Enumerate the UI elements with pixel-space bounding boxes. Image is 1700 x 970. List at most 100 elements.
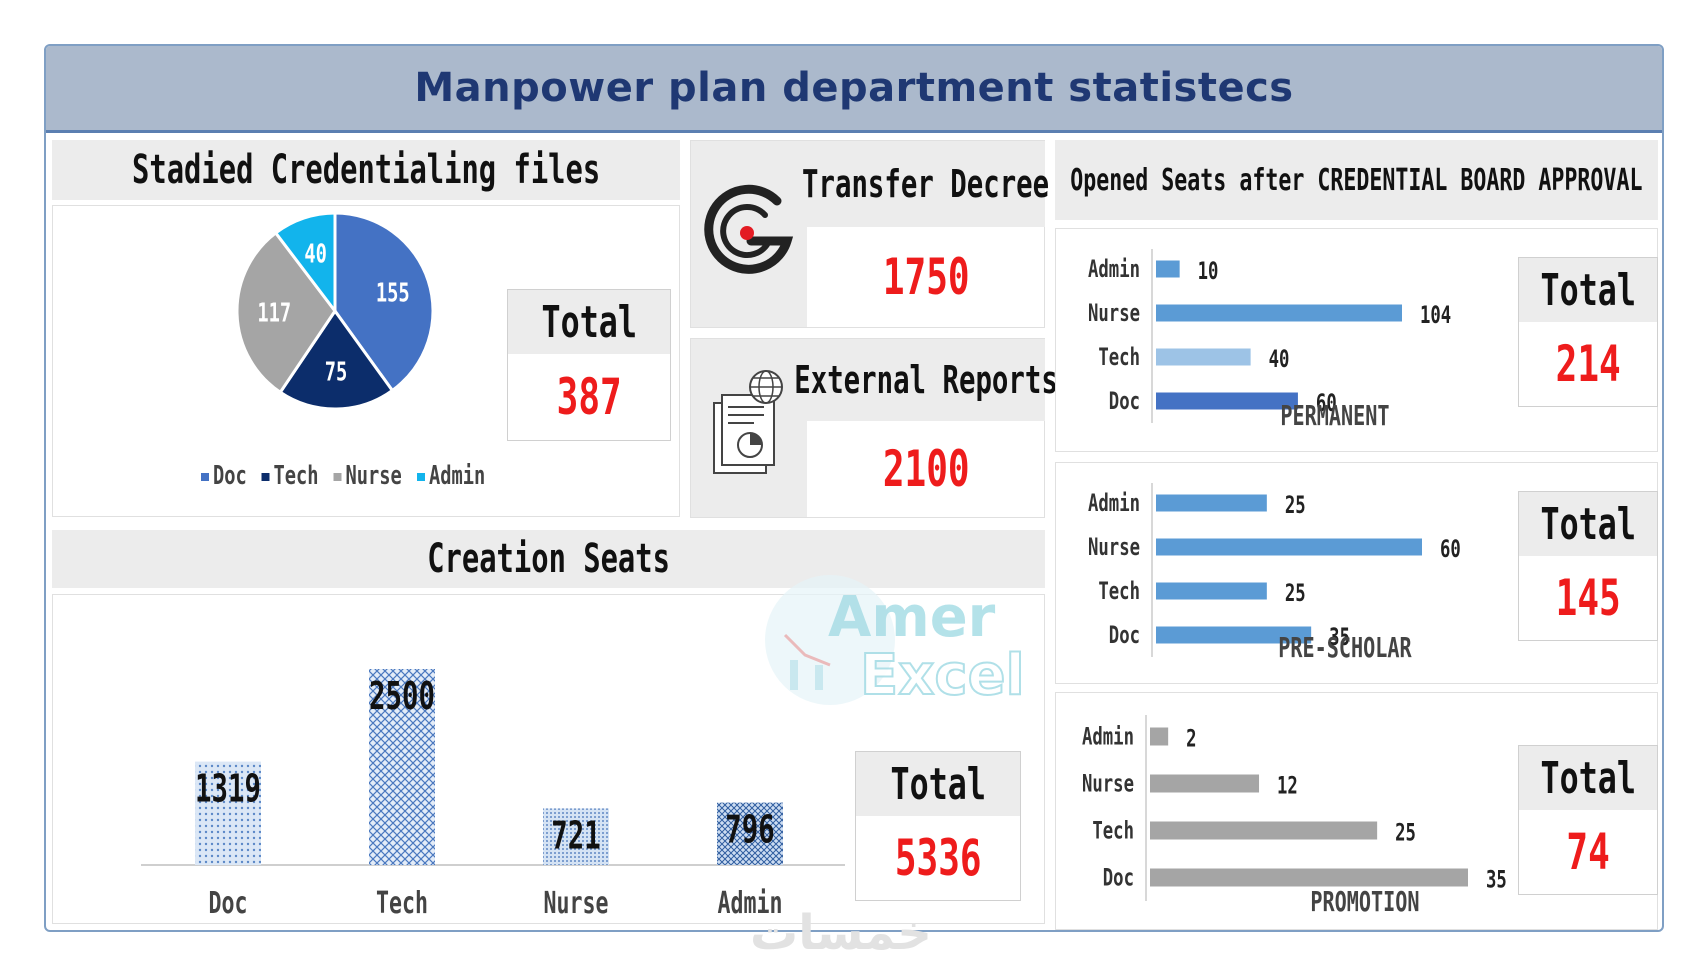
creation-bar-chart: 1319 Doc 2500 Tech 721 Nurse 796 Admin <box>141 669 845 921</box>
promotion-axis-label: PROMOTION <box>1310 885 1419 918</box>
report-document-icon <box>713 370 783 474</box>
title-bar: Manpower plan department statistecs <box>46 46 1662 133</box>
promotion-total-box: Total 74 <box>1518 745 1658 895</box>
permanent-bar-doc <box>1156 392 1298 410</box>
credentialing-total-label: Total <box>508 290 670 354</box>
credentialing-total-value: 387 <box>556 368 622 426</box>
creation-value-admin: 796 <box>725 807 774 852</box>
promotion-bar-doc <box>1150 868 1468 887</box>
promotion-bar-nurse <box>1150 774 1260 793</box>
permanent-total-box: Total 214 <box>1518 257 1658 407</box>
credentialing-title: Stadied Credentialing files <box>131 147 601 193</box>
pie-slice-tech <box>278 308 395 411</box>
prescholar-total-label: Total <box>1519 492 1657 556</box>
prescholar-total-box: Total 145 <box>1518 491 1658 641</box>
promotion-value-tech: 25 <box>1395 819 1416 847</box>
pie-label-doc: 155 <box>376 278 410 308</box>
external-value: 2100 <box>882 440 970 498</box>
legend-label-tech: Tech <box>274 461 319 491</box>
permanent-bar-tech <box>1156 348 1251 366</box>
prescholar-tick-tech: Tech <box>1098 577 1140 605</box>
pie-slice-admin <box>273 211 337 316</box>
creation-tick-nurse: Nurse <box>544 887 609 921</box>
permanent-value-nurse: 104 <box>1420 301 1451 329</box>
prescholar-value-tech: 25 <box>1285 579 1306 607</box>
creation-value-nurse: 721 <box>551 813 600 858</box>
creation-bar-doc <box>195 761 261 865</box>
pie-label-tech: 75 <box>325 358 348 388</box>
pie-slice-nurse <box>235 230 337 395</box>
permanent-total-value: 214 <box>1555 335 1621 393</box>
promotion-total-label: Total <box>1519 746 1657 810</box>
prescholar-tick-nurse: Nurse <box>1088 533 1140 561</box>
credentialing-pie-chart: 155 75 117 40 Doc Tech Nurse Admin <box>201 211 485 491</box>
creation-title: Creation Seats <box>427 536 670 582</box>
prescholar-tick-admin: Admin <box>1088 489 1140 517</box>
legend-swatch-admin <box>417 473 425 481</box>
permanent-total-label: Total <box>1519 258 1657 322</box>
pie-slice-doc <box>333 211 435 393</box>
creation-bar-nurse <box>543 808 609 865</box>
promotion-value-doc: 35 <box>1486 866 1507 894</box>
permanent-value-doc: 60 <box>1316 389 1337 417</box>
prescholar-value-nurse: 60 <box>1440 535 1461 563</box>
prescholar-tick-doc: Doc <box>1109 621 1140 649</box>
legend-swatch-tech <box>261 473 270 481</box>
external-title: External Reports <box>794 339 1058 421</box>
legend-swatch-doc <box>201 473 209 481</box>
credentialing-title-bar: Stadied Credentialing files <box>52 140 680 200</box>
external-icon-cell <box>691 339 807 517</box>
permanent-value-tech: 40 <box>1269 345 1290 373</box>
creation-tick-admin: Admin <box>718 887 783 921</box>
prescholar-total-value: 145 <box>1555 569 1621 627</box>
prescholar-bar-admin <box>1156 494 1267 512</box>
promotion-tick-nurse: Nurse <box>1082 770 1134 798</box>
creation-total-label: Total <box>856 752 1020 816</box>
creation-tick-doc: Doc <box>209 887 248 921</box>
prescholar-bar-tech <box>1156 582 1267 600</box>
promotion-bar-chart: Admin 2 Nurse 12 Tech 25 Doc 35 PROMOTION <box>1082 715 1507 918</box>
pie-label-admin: 40 <box>304 239 327 269</box>
promotion-value-admin: 2 <box>1186 725 1196 753</box>
promotion-value-nurse: 12 <box>1277 772 1298 800</box>
prescholar-bar-nurse <box>1156 538 1422 556</box>
legend-label-nurse: Nurse <box>346 461 402 491</box>
creation-total-value: 5336 <box>894 829 982 887</box>
creation-panel: 1319 Doc 2500 Tech 721 Nurse 796 Admin Total 53… <box>52 594 1045 924</box>
prescholar-value-doc: 35 <box>1329 623 1350 651</box>
prescholar-axis-label: PRE-SCHOLAR <box>1278 631 1412 664</box>
permanent-tick-doc: Doc <box>1109 387 1140 415</box>
creation-tick-tech: Tech <box>376 887 428 921</box>
permanent-axis-label: PERMANENT <box>1280 399 1389 432</box>
credentialing-panel: 155 75 117 40 Doc Tech Nurse Admin Total 387 <box>52 205 680 517</box>
external-reports-card: External Reports 2100 <box>690 338 1058 518</box>
permanent-tick-nurse: Nurse <box>1088 299 1140 327</box>
promotion-bar-tech <box>1150 821 1378 840</box>
creation-total-box: Total 5336 <box>855 751 1021 901</box>
promotion-tick-admin: Admin <box>1082 723 1134 751</box>
promotion-panel: Admin 2 Nurse 12 Tech 25 Doc 35 PROMOTION Total … <box>1055 692 1658 930</box>
transfer-value: 1750 <box>882 248 970 306</box>
pie-label-nurse: 117 <box>257 299 291 329</box>
legend-label-admin: Admin <box>429 461 485 491</box>
transfer-title: Transfer Decree <box>802 141 1050 227</box>
creation-value-doc: 1319 <box>195 766 261 811</box>
creation-value-tech: 2500 <box>369 673 435 718</box>
footer-watermark: خمسات <box>750 905 932 961</box>
permanent-bar-admin <box>1156 260 1180 278</box>
promotion-bar-admin <box>1150 727 1169 746</box>
promotion-total-value: 74 <box>1566 823 1610 881</box>
legend-swatch-nurse <box>333 473 342 481</box>
transfer-icon-cell <box>691 141 807 327</box>
prescholar-value-admin: 25 <box>1285 491 1306 519</box>
credentialing-total-box: Total 387 <box>507 289 671 441</box>
legend-label-doc: Doc <box>213 461 247 491</box>
permanent-panel: Admin 10 Nurse 104 Tech 40 Doc 60 PERMANENT Tota… <box>1055 228 1658 452</box>
transfer-decree-card: Transfer Decree 1750 <box>690 140 1050 328</box>
permanent-tick-admin: Admin <box>1088 255 1140 283</box>
creation-title-bar: Creation Seats <box>52 530 1045 588</box>
prescholar-panel: Admin 25 Nurse 60 Tech 25 Doc 35 PRE-SCHOLAR Tot… <box>1055 462 1658 684</box>
promotion-tick-doc: Doc <box>1103 864 1134 892</box>
opened-title: Opened Seats after CREDENTIAL BOARD APPR… <box>1070 162 1643 198</box>
